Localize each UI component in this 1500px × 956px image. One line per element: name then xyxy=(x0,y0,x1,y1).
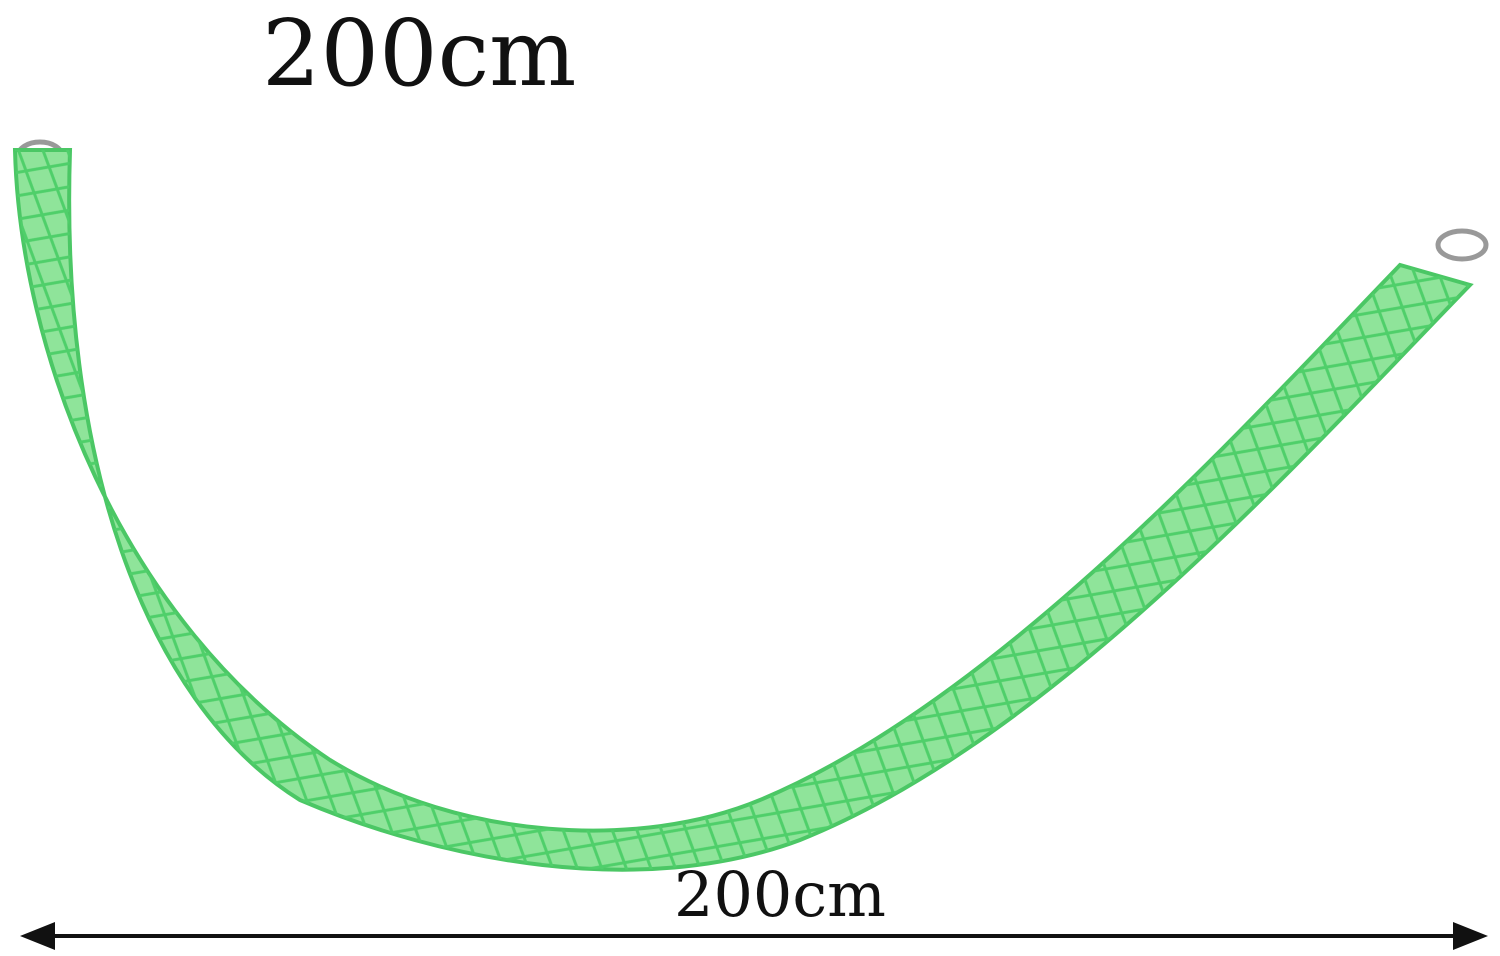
arrow-head xyxy=(20,922,55,950)
title: 200cm xyxy=(262,0,577,107)
ring xyxy=(1435,228,1489,262)
dimension-label: 200cm xyxy=(674,858,886,931)
arrow-head xyxy=(1453,922,1488,950)
net-pattern xyxy=(15,150,1470,870)
hammock-net xyxy=(12,148,1474,872)
